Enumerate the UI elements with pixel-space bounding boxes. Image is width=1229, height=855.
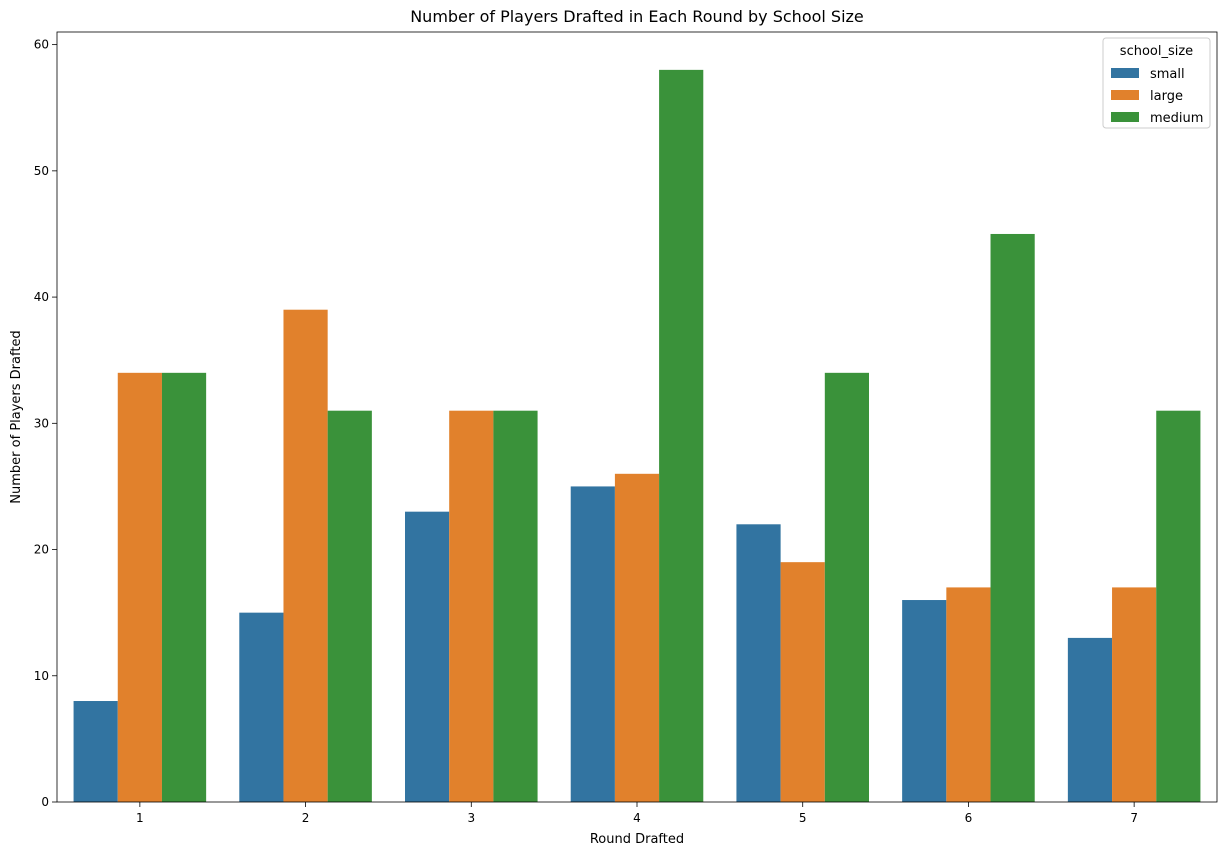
y-tick-label-40: 40	[34, 290, 49, 304]
chart-title: Number of Players Drafted in Each Round …	[410, 7, 864, 26]
bar-medium-round-1	[161, 372, 207, 802]
y-tick-label-10: 10	[34, 669, 49, 683]
x-tick-label-6: 6	[965, 811, 973, 825]
x-tick-label-4: 4	[633, 811, 641, 825]
bar-small-round-7	[1067, 637, 1113, 802]
legend-swatch-small	[1111, 68, 1139, 78]
legend-label-large: large	[1150, 89, 1183, 104]
x-tick-label-2: 2	[302, 811, 310, 825]
bar-medium-round-3	[493, 410, 538, 802]
bar-small-round-4	[570, 486, 615, 802]
legend-swatch-medium	[1111, 112, 1139, 122]
legend-label-medium: medium	[1150, 111, 1203, 126]
bar-medium-round-4	[659, 69, 704, 803]
legend-swatch-large	[1111, 90, 1139, 100]
bar-small-round-2	[239, 612, 284, 802]
x-tick-label-3: 3	[467, 811, 475, 825]
y-axis-label: Number of Players Drafted	[9, 330, 24, 503]
y-tick-label-0: 0	[41, 795, 49, 809]
bar-medium-round-5	[824, 372, 869, 802]
legend-title: school_size	[1120, 44, 1193, 59]
bar-large-round-2	[283, 309, 328, 802]
bar-large-round-5	[780, 562, 825, 802]
bar-small-round-5	[736, 524, 781, 802]
bar-small-round-1	[73, 701, 118, 802]
bar-large-round-4	[614, 473, 660, 802]
bar-large-round-1	[117, 372, 162, 802]
x-axis-label: Round Drafted	[590, 832, 684, 847]
x-tick-label-7: 7	[1130, 811, 1138, 825]
y-tick-label-30: 30	[34, 416, 49, 430]
bar-medium-round-2	[327, 410, 372, 802]
x-tick-label-5: 5	[799, 811, 807, 825]
bar-small-round-6	[902, 600, 947, 802]
bar-large-round-6	[946, 587, 991, 802]
legend-label-small: small	[1150, 67, 1185, 82]
y-tick-label-50: 50	[34, 164, 49, 178]
bar-medium-round-6	[990, 233, 1035, 802]
y-tick-label-60: 60	[34, 38, 49, 52]
bar-large-round-3	[449, 410, 494, 802]
x-tick-label-1: 1	[136, 811, 144, 825]
bar-small-round-3	[405, 511, 450, 802]
y-tick-label-20: 20	[34, 543, 49, 557]
bar-medium-round-7	[1156, 410, 1201, 802]
legend-box	[1102, 37, 1211, 129]
bar-large-round-7	[1112, 587, 1157, 802]
